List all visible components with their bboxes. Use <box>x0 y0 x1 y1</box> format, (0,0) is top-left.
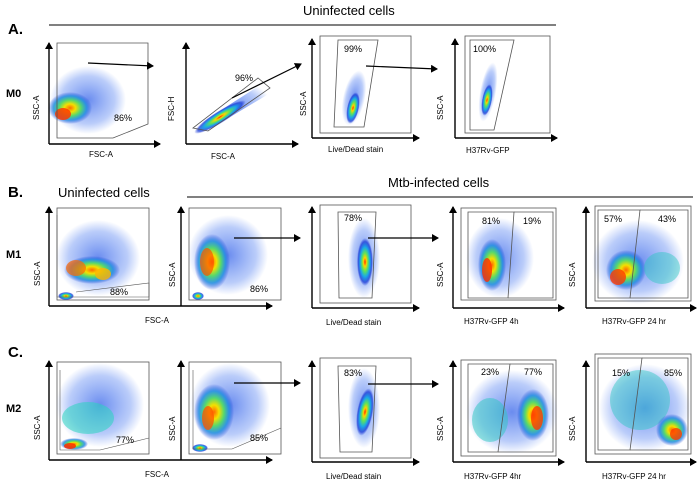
ylabel-c5: SSC-A <box>568 416 577 441</box>
ylabel-b2: SSC-A <box>168 262 177 287</box>
plot-b4: 81% 19% SSC-A H37Rv-GFP 4h <box>436 206 565 326</box>
gate-c4-right: 77% <box>524 367 542 377</box>
xlabel-c5: H37Rv-GFP 24 hr <box>602 472 666 481</box>
gate-b4-right: 19% <box>523 216 541 226</box>
gate-c5-left: 15% <box>612 368 630 378</box>
row-label-m2: M2 <box>6 403 21 415</box>
gate-b4-left: 81% <box>482 216 500 226</box>
xlabel-c4: H37Rv-GFP 4hr <box>464 472 522 481</box>
xlabel-b4: H37Rv-GFP 4h <box>464 317 519 326</box>
plot-a1: 86% SSC-A FSC-A <box>32 42 161 159</box>
gate-c4-left: 23% <box>481 367 499 377</box>
plot-c5: 15% 85% SSC-A H37Rv-GFP 24 hr <box>568 353 697 481</box>
gate-b3: 78% <box>344 213 362 223</box>
xlabel-c12: FSC-A <box>145 470 170 479</box>
gate-c5-right: 85% <box>664 368 682 378</box>
ylabel-b4: SSC-A <box>436 262 445 287</box>
gate-a2: 96% <box>235 73 253 83</box>
plot-c4: 23% 77% SSC-A H37Rv-GFP 4hr <box>436 359 565 481</box>
ylabel-a3: SSC-A <box>299 91 308 116</box>
row-label-m0: M0 <box>6 88 21 100</box>
arrow-a2-a3 <box>231 63 302 99</box>
plot-c1: 77% SSC-A <box>33 360 273 464</box>
ylabel-c1: SSC-A <box>33 415 42 440</box>
plot-b1: 88% SSC-A <box>33 206 273 310</box>
gate-a1: 86% <box>114 113 132 123</box>
header-uninfected-b: Uninfected cells <box>58 185 150 200</box>
gate-b5-right: 43% <box>658 214 676 224</box>
ylabel-c2: SSC-A <box>168 416 177 441</box>
ylabel-b1: SSC-A <box>33 261 42 286</box>
header-uninfected-a: Uninfected cells <box>303 3 395 18</box>
row-label-m1: M1 <box>6 249 21 261</box>
plot-b5: 57% 43% SSC-A H37Rv-GFP 24 hr <box>568 205 697 326</box>
ylabel-a4: SSC-A <box>436 95 445 120</box>
gate-b1: 88% <box>110 287 128 297</box>
gate-b2: 86% <box>250 284 268 294</box>
gate-c2: 85% <box>250 433 268 443</box>
plot-b3: 78% Live/Dead stain <box>308 204 420 327</box>
plot-b2: 86% SSC-A <box>168 206 282 306</box>
header-infected-b: Mtb-infected cells <box>388 175 490 190</box>
xlabel-b5: H37Rv-GFP 24 hr <box>602 317 666 326</box>
plot-c3: 83% Live/Dead stain <box>308 357 420 481</box>
xlabel-a1: FSC-A <box>89 150 114 159</box>
gate-c1: 77% <box>116 435 134 445</box>
plot-a3: 99% SSC-A Live/Dead stain <box>299 35 420 154</box>
plot-c2: 85% SSC-A <box>168 360 282 460</box>
plot-a4: 100% SSC-A H37Rv-GFP <box>436 35 558 155</box>
gate-a3: 99% <box>344 44 362 54</box>
xlabel-a2: FSC-A <box>211 152 236 161</box>
gate-a4: 100% <box>473 44 496 54</box>
ylabel-c4: SSC-A <box>436 416 445 441</box>
ylabel-a1: SSC-A <box>32 95 41 120</box>
panel-letter-a: A. <box>8 21 23 38</box>
xlabel-c3: Live/Dead stain <box>326 472 381 481</box>
ylabel-a2: FSC-H <box>167 96 176 121</box>
xlabel-a3: Live/Dead stain <box>328 145 383 154</box>
ylabel-b5: SSC-A <box>568 262 577 287</box>
arrow-a3-a4 <box>365 64 438 73</box>
arrow-a1-a2 <box>87 61 154 70</box>
xlabel-a4: H37Rv-GFP <box>466 146 510 155</box>
xlabel-b3: Live/Dead stain <box>326 318 381 327</box>
plot-a2: 96% FSC-H FSC-A <box>167 42 299 161</box>
panel-letter-c: C. <box>8 344 23 361</box>
gate-c3: 83% <box>344 368 362 378</box>
gate-b5-left: 57% <box>604 214 622 224</box>
panel-letter-b: B. <box>8 184 23 201</box>
xlabel-b12: FSC-A <box>145 316 170 325</box>
